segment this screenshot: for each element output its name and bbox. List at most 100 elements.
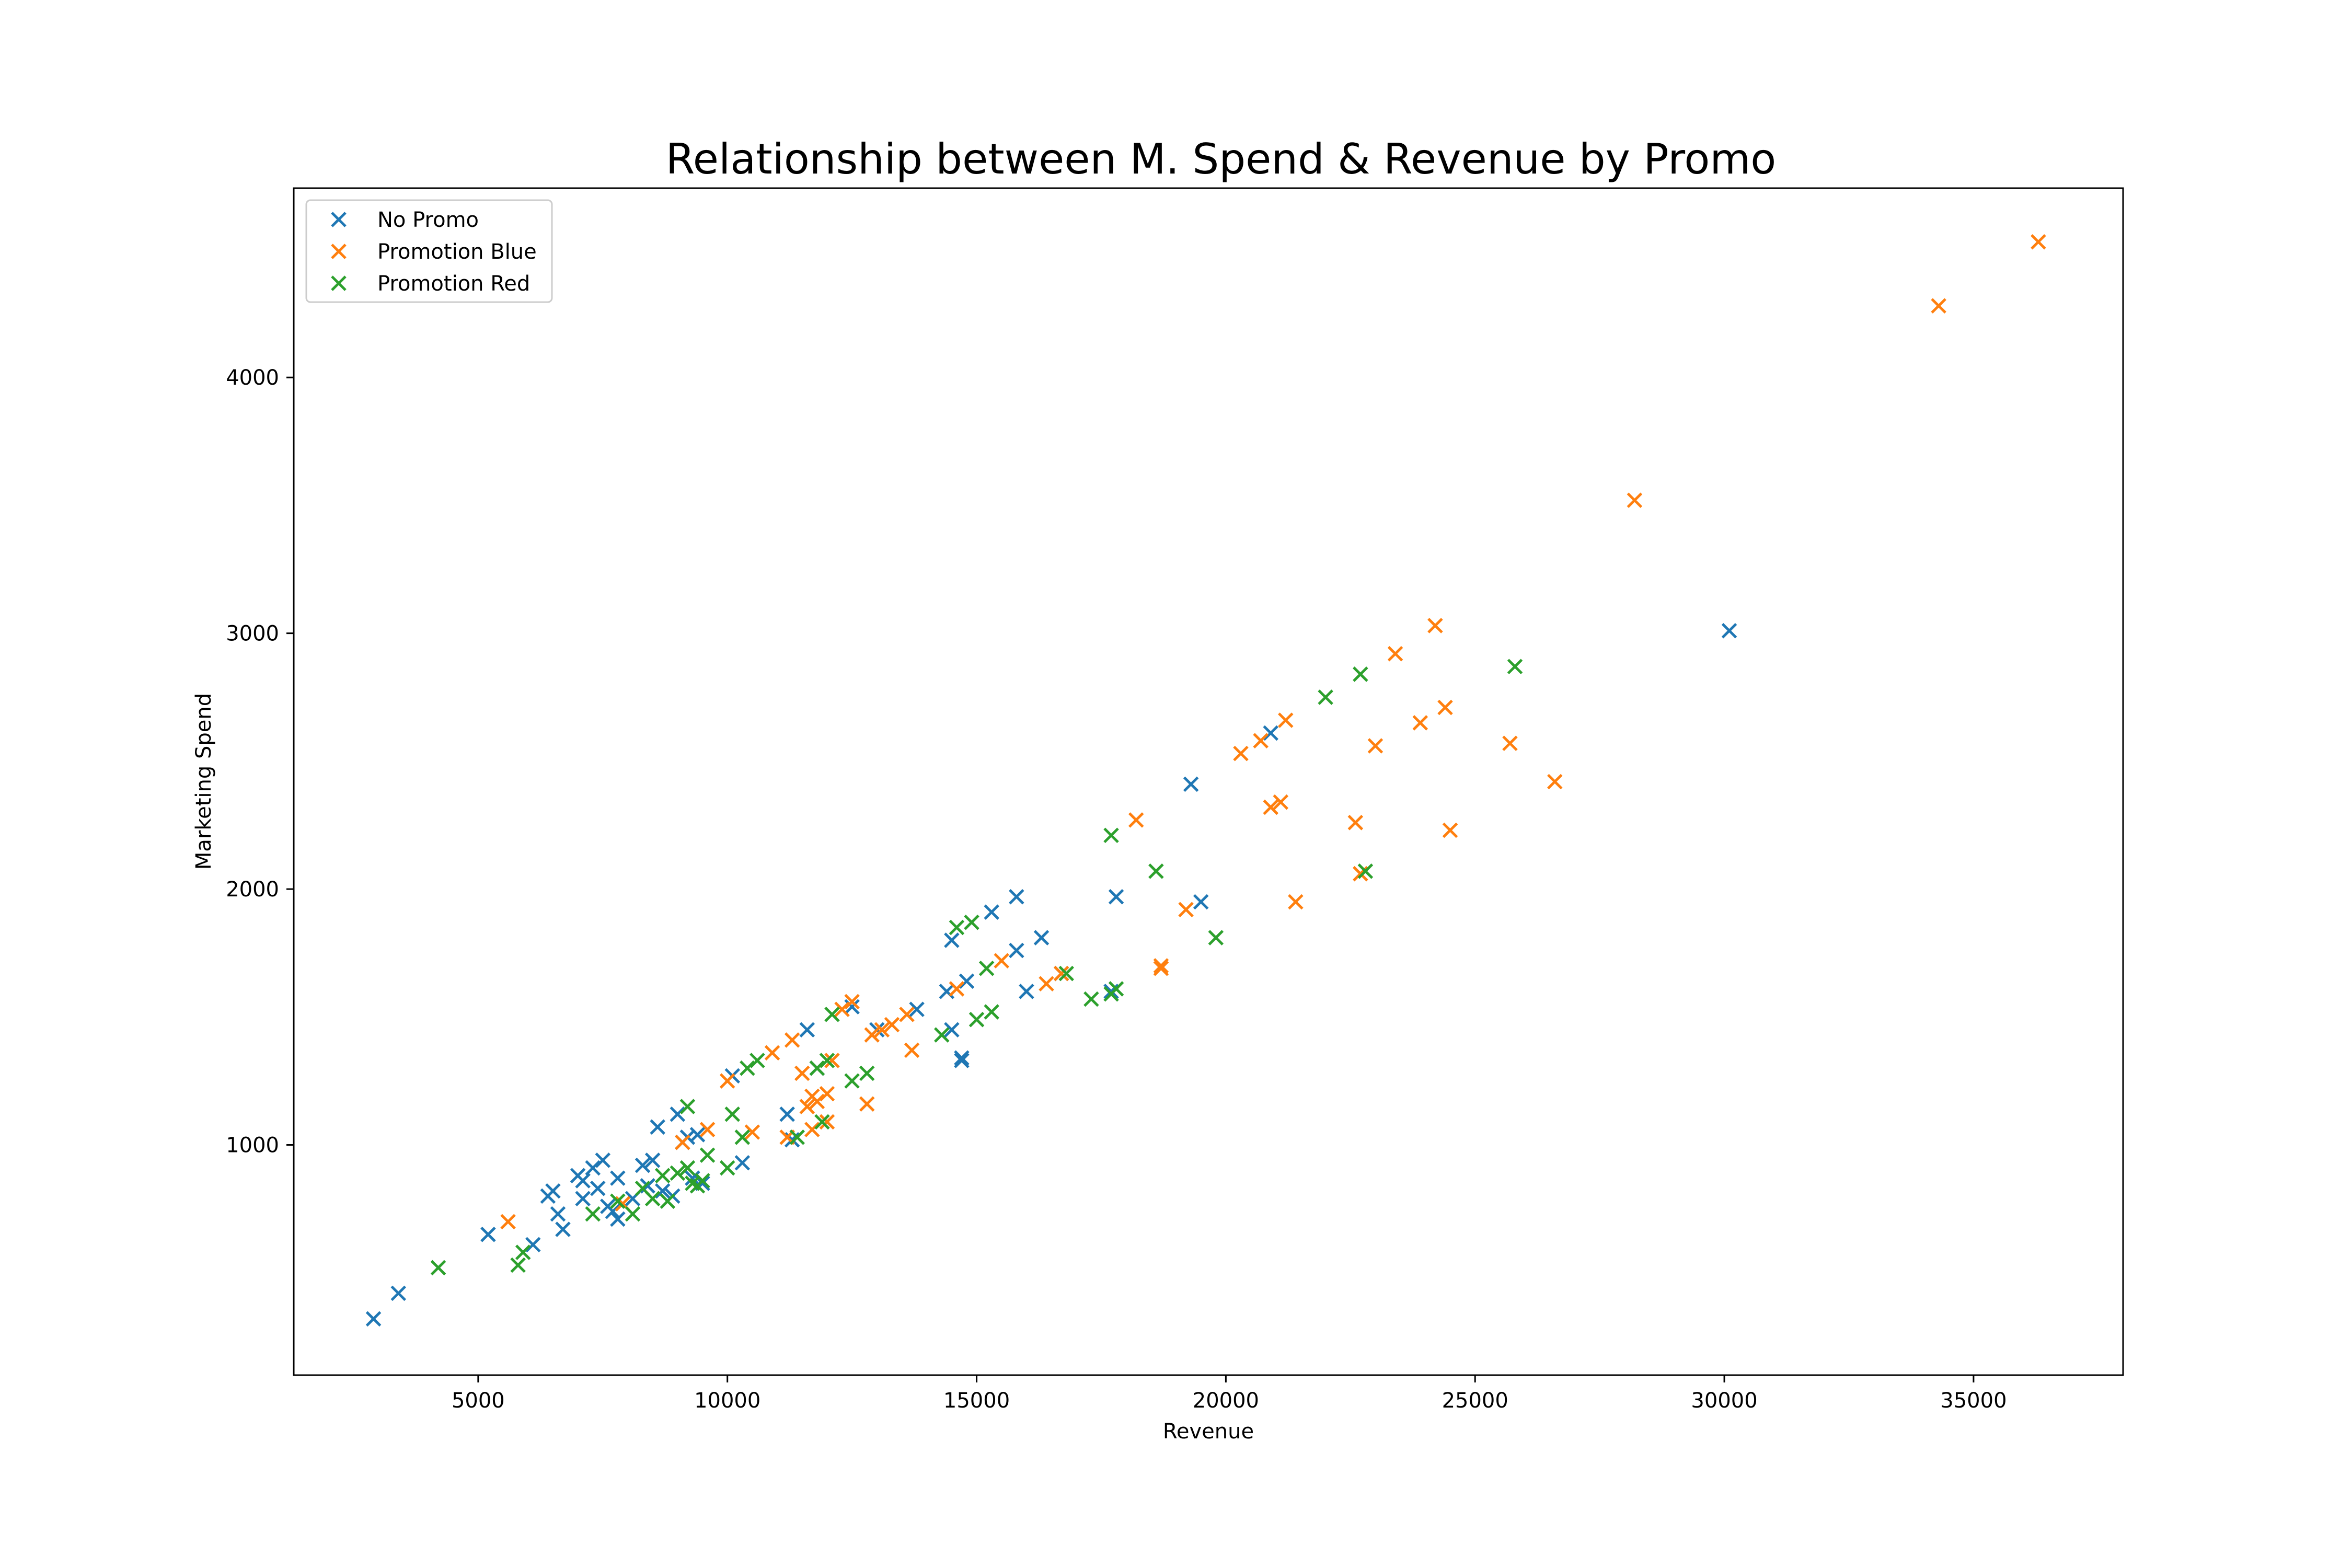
data-point [670, 1106, 686, 1122]
x-axis-label: Revenue [1163, 1420, 1254, 1444]
data-point [644, 1152, 661, 1168]
data-point [750, 1053, 765, 1068]
data-point [1427, 618, 1443, 633]
data-point [1931, 298, 1946, 314]
data-point [1263, 725, 1278, 741]
data-point [859, 1096, 875, 1112]
series-3 [430, 659, 1523, 1276]
data-point [1353, 666, 1368, 682]
data-point [585, 1160, 601, 1176]
data-point [978, 961, 995, 976]
plot-area [293, 187, 2124, 1376]
data-point [660, 1193, 676, 1209]
data-point [789, 1129, 805, 1145]
y-tick-label: 3000 [226, 622, 279, 646]
data-point [744, 1124, 760, 1140]
legend-marker [331, 275, 347, 291]
data-point [545, 1183, 561, 1199]
data-point [550, 1206, 566, 1222]
y-axis-label: Marketing Spend [192, 693, 216, 870]
data-point [510, 1257, 526, 1273]
x-tick-label: 5000 [452, 1389, 505, 1413]
legend-marker [331, 244, 347, 259]
data-point [1033, 930, 1050, 946]
data-point [1208, 930, 1224, 946]
data-point [695, 1173, 710, 1189]
data-point [2031, 234, 2046, 250]
legend: No Promo Promotion Blue Promotion Red [305, 199, 553, 303]
data-point [1273, 794, 1289, 810]
data-point [1442, 822, 1458, 838]
data-point [819, 1053, 835, 1068]
data-point [864, 1027, 880, 1043]
data-point [1153, 958, 1169, 974]
data-point [984, 904, 999, 920]
data-point [1353, 866, 1368, 882]
data-point [1627, 492, 1643, 508]
y-axis-ticks: 1000 2000 3000 4000 [226, 366, 294, 1158]
legend-marker [331, 212, 347, 227]
legend-label: No Promo [377, 208, 479, 232]
data-point [844, 994, 860, 1010]
data-point [654, 1183, 671, 1199]
data-point [679, 1160, 696, 1176]
data-point [934, 1027, 950, 1043]
data-point [874, 1022, 890, 1038]
data-point [954, 1053, 970, 1068]
series-1 [365, 622, 1737, 1327]
data-point [500, 1214, 516, 1230]
data-point [1009, 942, 1024, 959]
data-point [909, 1001, 925, 1017]
data-point [969, 1011, 985, 1028]
data-point [1053, 965, 1069, 982]
data-point [1357, 863, 1374, 879]
data-point [1253, 733, 1269, 748]
y-tick-label: 1000 [226, 1134, 279, 1158]
data-point [954, 1050, 970, 1066]
data-point [635, 1157, 651, 1173]
data-point [939, 984, 955, 999]
data-point [575, 1173, 591, 1189]
data-point [819, 1114, 835, 1130]
data-point [904, 1042, 920, 1058]
data-point [1347, 815, 1364, 831]
data-point [555, 1221, 571, 1237]
data-point [884, 1017, 900, 1033]
data-point [1288, 894, 1304, 910]
x-tick-label: 30000 [1691, 1389, 1757, 1413]
data-point [1183, 776, 1199, 792]
data-point [1437, 699, 1453, 716]
data-point [525, 1237, 541, 1253]
data-point [610, 1170, 626, 1186]
data-point [590, 1180, 606, 1196]
data-point [1039, 976, 1054, 991]
data-point [605, 1203, 621, 1219]
data-point [640, 1178, 655, 1194]
data-point [1083, 991, 1099, 1007]
data-point [819, 1086, 835, 1102]
data-point [944, 1022, 960, 1038]
data-point [834, 1001, 850, 1017]
x-tick-label: 15000 [943, 1389, 1010, 1413]
y-tick-label: 2000 [226, 878, 279, 902]
data-point [430, 1260, 446, 1276]
data-point [984, 1004, 999, 1020]
data-point [859, 1065, 875, 1081]
data-point [764, 1045, 780, 1061]
data-point [1387, 646, 1403, 662]
data-point [625, 1206, 641, 1222]
data-point [1178, 902, 1194, 917]
legend-box [305, 199, 553, 303]
data-point [794, 1065, 810, 1081]
x-axis-ticks: 5000 10000 15000 20000 25000 30000 35000 [452, 1375, 2007, 1413]
data-point [699, 1147, 716, 1163]
data-point [734, 1155, 751, 1171]
data-point [1128, 812, 1144, 828]
data-point [724, 1106, 741, 1122]
data-point [575, 1191, 591, 1207]
data-point [824, 1053, 840, 1068]
x-tick-label: 20000 [1193, 1389, 1259, 1413]
data-point [1547, 774, 1563, 790]
x-tick-label: 25000 [1442, 1389, 1508, 1413]
